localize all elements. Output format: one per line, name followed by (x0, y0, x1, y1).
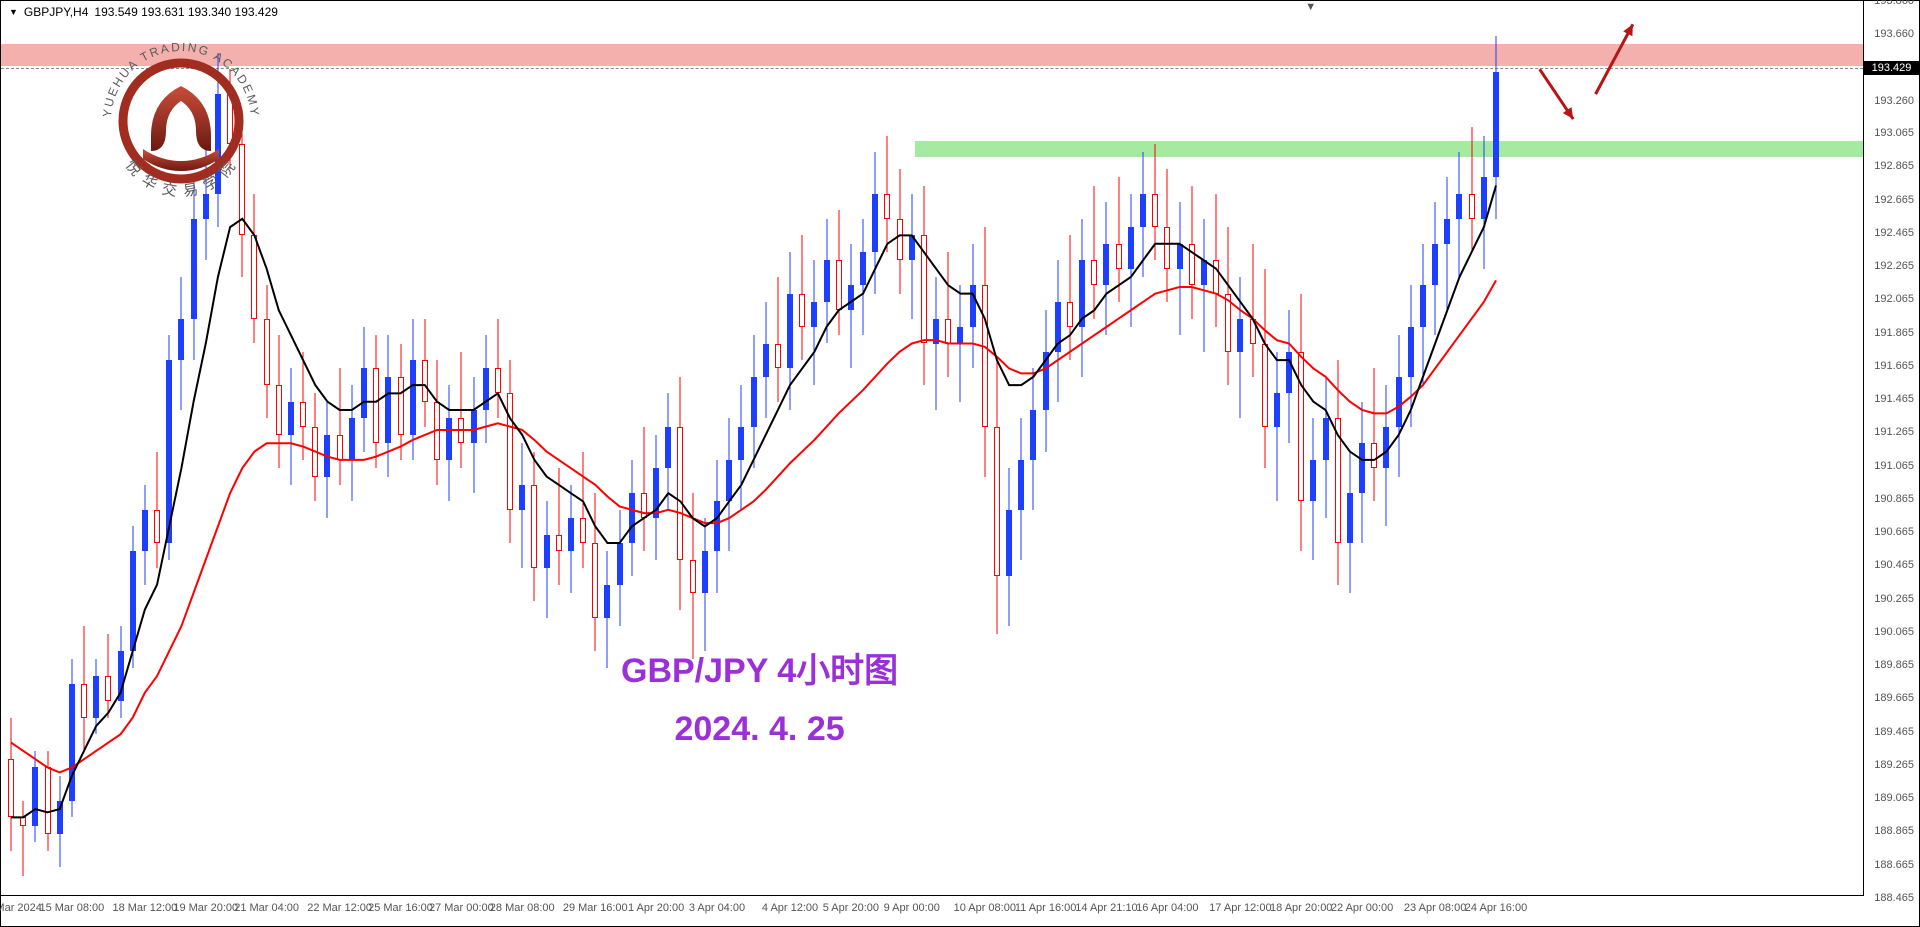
y-tick: 189.465 (1874, 726, 1914, 738)
x-tick: 29 Mar 16:00 (563, 902, 628, 914)
y-tick: 191.665 (1874, 360, 1914, 372)
x-tick: 16 Apr 04:00 (1136, 902, 1198, 914)
academy-logo: YUEHUA TRADING ACADEMY 悦 华 交 易 学 院 (81, 21, 281, 226)
dropdown-icon[interactable]: ▼ (9, 7, 18, 17)
y-tick: 188.465 (1874, 892, 1914, 904)
y-tick: 192.265 (1874, 260, 1914, 272)
y-tick: 189.065 (1874, 792, 1914, 804)
x-tick: 23 Apr 08:00 (1404, 902, 1466, 914)
x-tick: 22 Apr 00:00 (1331, 902, 1393, 914)
x-tick: 4 Apr 12:00 (762, 902, 818, 914)
y-tick: 192.865 (1874, 160, 1914, 172)
y-tick: 193.860 (1874, 0, 1914, 7)
y-tick: 189.265 (1874, 759, 1914, 771)
y-tick: 193.065 (1874, 127, 1914, 139)
x-tick: 19 Mar 20:00 (173, 902, 238, 914)
x-tick: 14 Apr 21:10 (1075, 902, 1137, 914)
y-tick: 190.465 (1874, 559, 1914, 571)
y-tick: 190.865 (1874, 493, 1914, 505)
x-tick: 5 Apr 20:00 (823, 902, 879, 914)
y-tick: 188.865 (1874, 825, 1914, 837)
x-tick: 14 Mar 2024 (0, 902, 42, 914)
y-tick: 191.265 (1874, 426, 1914, 438)
price-badge: 193.429 (1864, 61, 1919, 75)
chart-container: ▼ GBPJPY,H4 193.549 193.631 193.340 193.… (0, 0, 1920, 927)
x-tick: 28 Mar 08:00 (490, 902, 555, 914)
x-tick: 22 Mar 12:00 (307, 902, 372, 914)
y-tick: 190.665 (1874, 526, 1914, 538)
x-tick: 9 Apr 00:00 (884, 902, 940, 914)
x-tick: 18 Mar 12:00 (112, 902, 177, 914)
y-tick: 192.665 (1874, 194, 1914, 206)
y-tick: 192.465 (1874, 227, 1914, 239)
x-tick: 21 Mar 04:00 (234, 902, 299, 914)
x-tick: 27 Mar 00:00 (429, 902, 494, 914)
x-tick: 10 Apr 08:00 (954, 902, 1016, 914)
symbol-timeframe: GBPJPY,H4 (24, 5, 88, 19)
y-tick: 189.865 (1874, 659, 1914, 671)
y-tick: 191.465 (1874, 393, 1914, 405)
x-tick: 15 Mar 08:00 (39, 902, 104, 914)
ohlc-values: 193.549 193.631 193.340 193.429 (94, 5, 278, 19)
chart-header: ▼ GBPJPY,H4 193.549 193.631 193.340 193.… (9, 5, 278, 19)
y-tick: 191.865 (1874, 327, 1914, 339)
x-axis: 14 Mar 202415 Mar 08:00 18 Mar 12:0019 Ma… (1, 896, 1864, 926)
y-tick: 192.065 (1874, 293, 1914, 305)
x-tick: 18 Apr 20:00 (1270, 902, 1332, 914)
x-tick: 3 Apr 04:00 (689, 902, 745, 914)
chart-plot-area[interactable]: GBP/JPY 4小时图2024. 4. 25 YUEHUA TRADING A… (1, 1, 1864, 896)
y-tick: 191.065 (1874, 460, 1914, 472)
x-tick: 24 Apr 16:00 (1465, 902, 1527, 914)
y-tick: 193.660 (1874, 28, 1914, 40)
y-tick: 193.260 (1874, 95, 1914, 107)
x-tick: 17 Apr 12:00 (1209, 902, 1271, 914)
y-tick: 189.665 (1874, 692, 1914, 704)
x-tick: 11 Apr 16:00 (1015, 902, 1077, 914)
y-axis: 193.860193.660193.460193.260193.065192.8… (1864, 1, 1919, 896)
y-tick: 190.265 (1874, 593, 1914, 605)
y-tick: 190.065 (1874, 626, 1914, 638)
top-marker-icon: ▼ (1305, 1, 1316, 13)
x-tick: 1 Apr 20:00 (628, 902, 684, 914)
x-tick: 25 Mar 16:00 (368, 902, 433, 914)
y-tick: 188.665 (1874, 859, 1914, 871)
